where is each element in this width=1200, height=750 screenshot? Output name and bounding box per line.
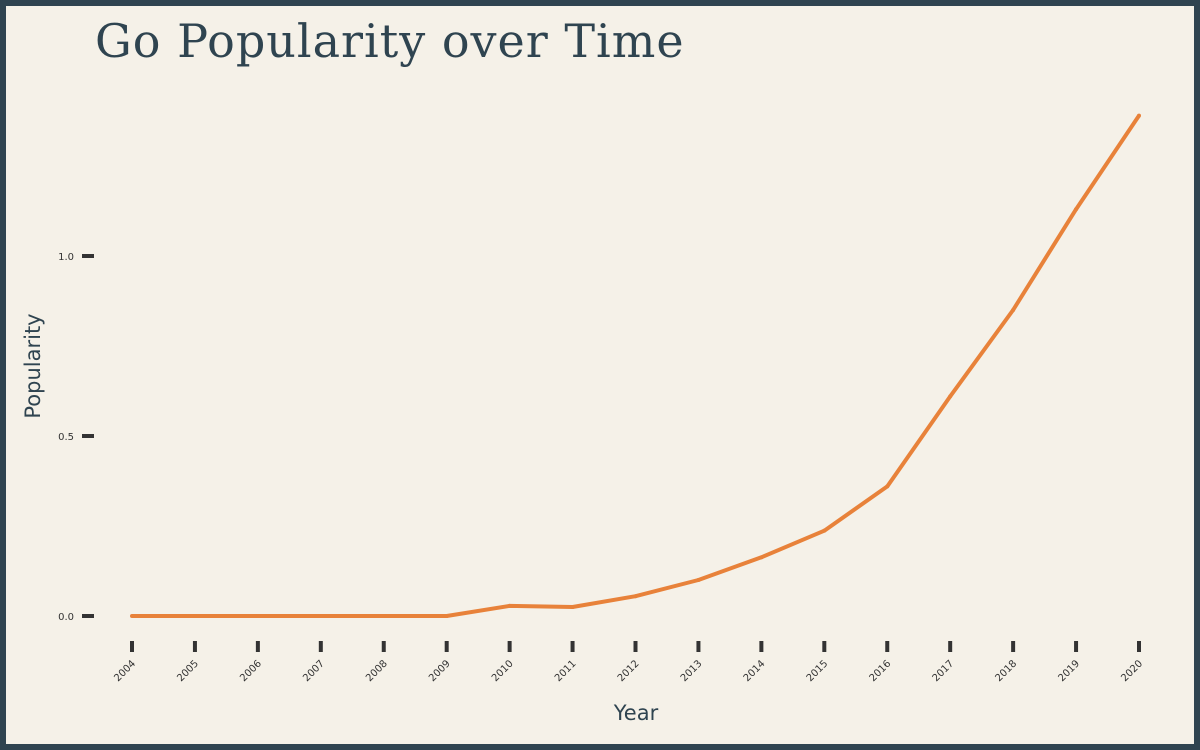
- x-tick-label: 2016: [868, 658, 894, 684]
- data-point: [570, 605, 575, 609]
- y-tick-label: 0.0: [58, 612, 74, 623]
- data-point: [444, 614, 449, 618]
- data-point: [381, 614, 386, 618]
- y-tick-label: 1.0: [58, 252, 74, 263]
- y-axis-ticks: 0.0 0.5 1.0: [58, 252, 94, 623]
- data-point: [759, 555, 764, 560]
- x-tick-label: 2018: [993, 658, 1019, 684]
- x-tick-label: 2020: [1119, 658, 1145, 684]
- x-tick-label: 2017: [931, 658, 957, 684]
- x-tick-label: 2012: [616, 658, 642, 684]
- data-point: [192, 614, 197, 618]
- x-tick-label: 2004: [112, 658, 138, 684]
- chart-title: Go Popularity over Time: [95, 14, 685, 68]
- x-tick-label: 2014: [742, 658, 768, 684]
- x-tick-label: 2006: [238, 658, 264, 684]
- x-tick-label: 2005: [175, 658, 201, 684]
- x-tick-label: 2011: [553, 658, 579, 684]
- data-point: [885, 484, 890, 489]
- x-tick-label: 2009: [427, 658, 453, 684]
- data-point: [1011, 308, 1016, 312]
- x-tick-label: 2007: [301, 658, 327, 684]
- data-point: [948, 394, 953, 399]
- data-point: [507, 603, 512, 608]
- x-axis-label: Year: [613, 701, 659, 725]
- x-tick-label: 2013: [679, 658, 705, 684]
- y-axis-label: Popularity: [21, 313, 45, 418]
- series-layer: [130, 113, 1141, 618]
- x-tick-label: 2010: [490, 658, 516, 684]
- x-tick-label: 2019: [1056, 658, 1082, 684]
- data-point: [255, 614, 260, 618]
- data-point: [696, 578, 701, 582]
- series-line: [132, 114, 1141, 618]
- y-tick-label: 0.5: [58, 432, 74, 443]
- data-point: [1074, 207, 1079, 212]
- data-point: [130, 614, 134, 618]
- x-tick-label: 2008: [364, 658, 390, 684]
- data-point: [318, 614, 323, 618]
- x-axis-ticks: 2004 2005 2006 2007 2008 2009 2010 2011 2012 2013…: [112, 641, 1145, 684]
- data-point: [1137, 113, 1141, 118]
- data-point: [822, 528, 827, 533]
- x-tick-label: 2015: [805, 658, 831, 684]
- data-point: [633, 594, 638, 599]
